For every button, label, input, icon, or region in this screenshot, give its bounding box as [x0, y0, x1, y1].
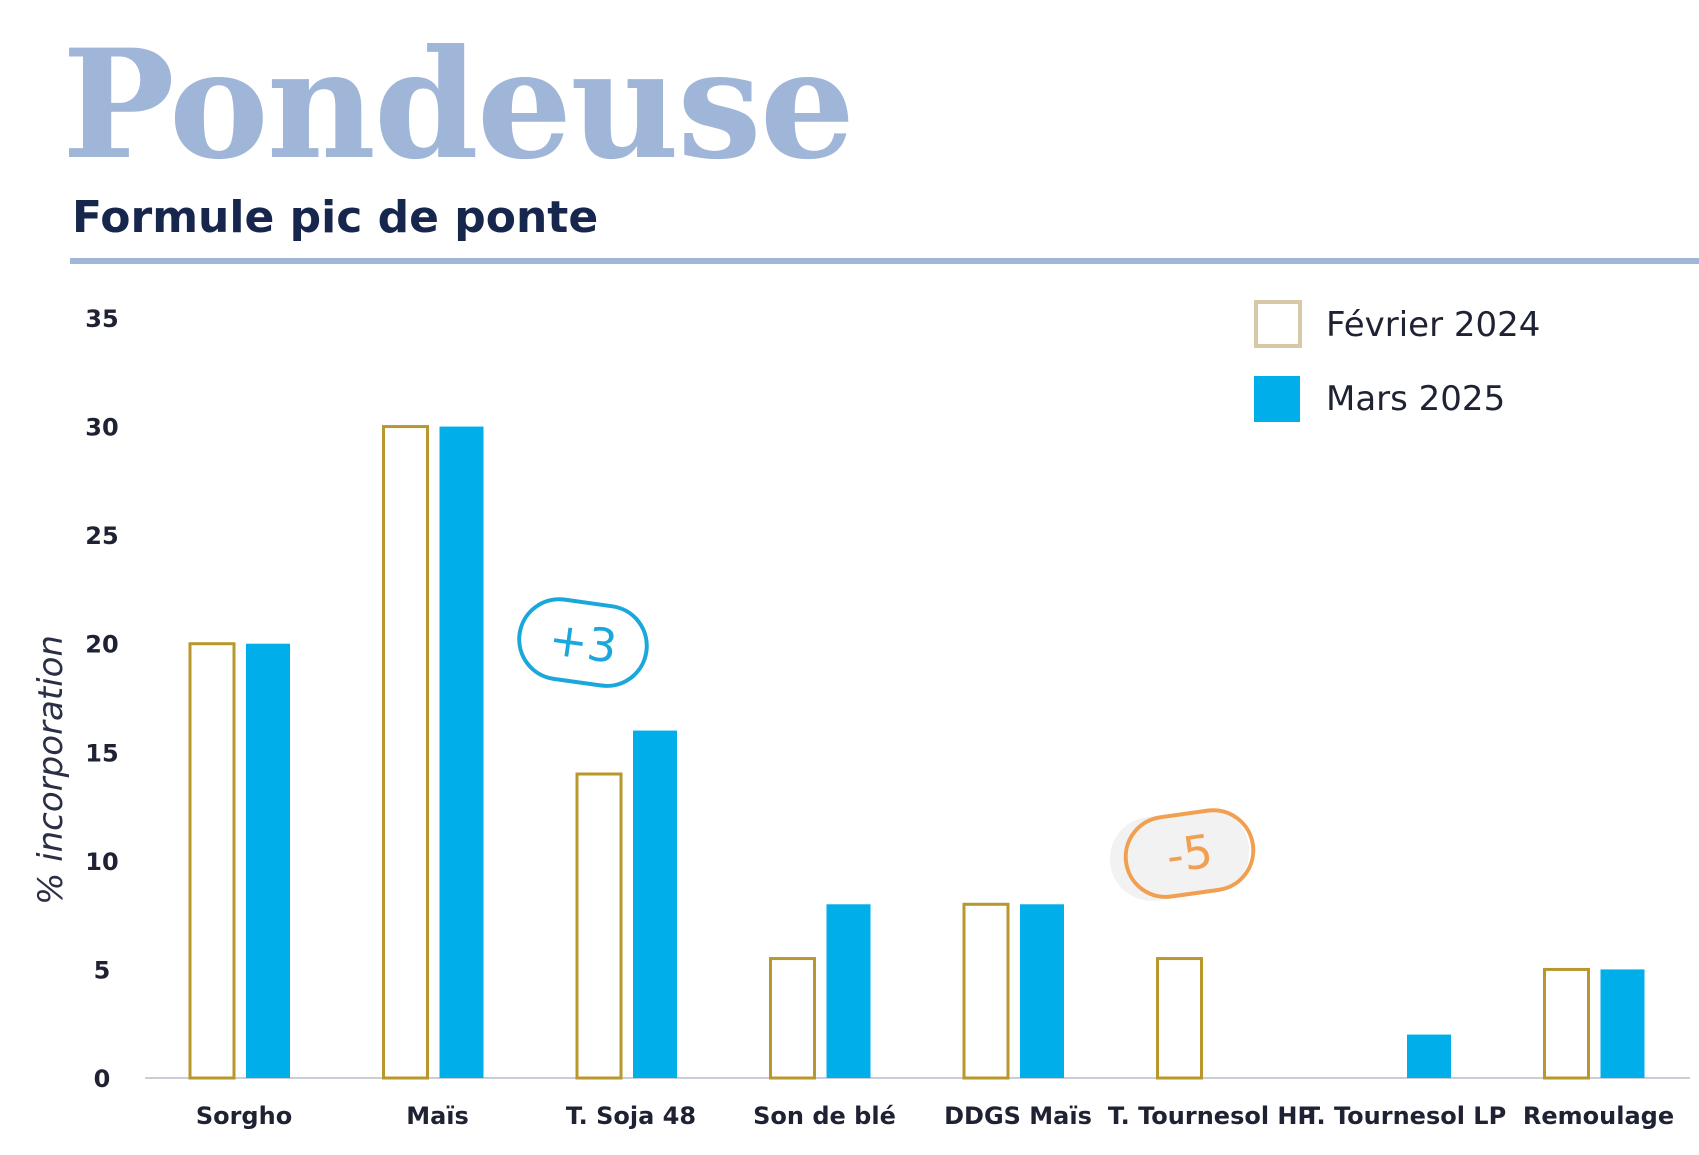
title-divider [70, 258, 1699, 264]
badge-text: -5 [1163, 824, 1216, 884]
bars [188, 425, 1645, 1080]
change-badge-up: +3 [517, 597, 649, 688]
bar-fevrier-2024 [575, 772, 623, 1080]
bar-fevrier-2024 [962, 902, 1010, 1080]
x-category-label: Son de blé [753, 1102, 896, 1130]
y-ticks: 0 5 10 15 20 25 30 35 [85, 305, 118, 1093]
y-tick-label: 30 [85, 414, 118, 442]
bar-mars-2025 [246, 643, 290, 1078]
badge-outline [1123, 808, 1256, 899]
x-category-label: DDGS Maïs [944, 1102, 1092, 1130]
y-tick-label: 25 [85, 522, 118, 550]
legend-swatch-fevrier-2024 [1254, 300, 1302, 348]
y-tick-label: 20 [85, 631, 118, 659]
badge-shadow [1109, 809, 1250, 901]
legend: Février 2024 Mars 2025 [1254, 300, 1540, 422]
chart-subtitle: Formule pic de ponte [72, 192, 599, 243]
bar-mars-2025 [1600, 969, 1645, 1078]
y-axis-label: % incorporation [31, 635, 71, 905]
x-category-label: Remoulage [1523, 1102, 1674, 1130]
change-badge-down: -5 [1109, 808, 1256, 901]
x-category-label: Maïs [406, 1102, 469, 1130]
y-tick-label: 0 [94, 1065, 111, 1093]
y-tick-label: 10 [85, 848, 118, 876]
bar-fevrier-2024 [1543, 967, 1590, 1080]
y-tick-label: 5 [94, 956, 111, 984]
bar-mars-2025 [439, 426, 484, 1079]
bar-mars-2025 [1020, 904, 1064, 1078]
x-category-label: Sorgho [196, 1102, 292, 1130]
x-categories: Sorgho Maïs T. Soja 48 Son de blé DDGS Maïs T… [196, 1102, 1674, 1130]
x-category-label: T. Tournesol LP [1304, 1102, 1506, 1130]
legend-label-fevrier-2024: Février 2024 [1326, 305, 1540, 345]
bar-fevrier-2024 [1156, 957, 1203, 1080]
x-category-label: T. Soja 48 [566, 1102, 696, 1130]
badge-outline [517, 597, 649, 688]
chart-title: Pondeuse [62, 17, 855, 193]
bar-mars-2025 [633, 730, 677, 1078]
badge-text: +3 [546, 611, 621, 674]
bar-fevrier-2024 [769, 957, 816, 1080]
bar-mars-2025 [826, 904, 871, 1078]
bar-fevrier-2024 [188, 642, 236, 1080]
x-category-label: T. Tournesol HP [1108, 1102, 1315, 1130]
legend-label-mars-2025: Mars 2025 [1326, 379, 1505, 419]
annotations: +3 -5 [517, 597, 1256, 901]
y-tick-label: 35 [85, 305, 118, 333]
bar-mars-2025 [1407, 1034, 1451, 1078]
legend-swatch-mars-2025 [1254, 376, 1300, 422]
bar-fevrier-2024 [382, 425, 429, 1080]
y-tick-label: 15 [85, 739, 118, 767]
